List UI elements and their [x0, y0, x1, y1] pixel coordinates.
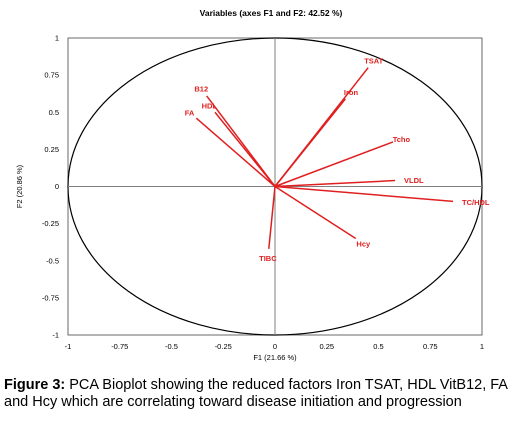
- y-tick-label: 0.25: [44, 145, 59, 154]
- y-tick-label: -0.25: [42, 219, 59, 228]
- variable-vectors: TSAT Iron B12 HDL FA Tcho VLDL TC/HDL Hcy TIBC: [185, 57, 490, 263]
- vector-label: TSAT: [364, 57, 383, 66]
- y-tick-label: -0.75: [42, 293, 59, 302]
- y-tick-label: 0: [55, 182, 59, 191]
- vector-fa: [195, 117, 276, 188]
- y-tick-label: 0.75: [44, 71, 59, 80]
- y-axis-label: F2 (20.86 %): [15, 164, 24, 208]
- y-tick-label: 0.5: [49, 108, 59, 117]
- x-tick-label: 0.25: [319, 342, 334, 351]
- vector-label: Iron: [344, 88, 359, 97]
- x-tick-label: -1: [65, 342, 72, 351]
- chart-title: Variables (axes F1 and F2: 42.52 %): [200, 8, 343, 18]
- vector-label: TC/HDL: [462, 198, 490, 207]
- vector-tc-hdl: [274, 185, 454, 203]
- vector-hcy: [274, 185, 357, 240]
- caption-label: Figure 3:: [4, 377, 66, 393]
- y-tick-label: -0.5: [46, 256, 59, 265]
- y-tick-labels: 1 0.75 0.5 0.25 0 -0.25 -0.5 -0.75 -1: [42, 34, 59, 340]
- figure-caption: Figure 3: PCA Bioplot showing the reduce…: [4, 377, 509, 410]
- y-tick-label: -1: [52, 331, 59, 340]
- vector-tibc: [268, 186, 276, 249]
- pca-biplot: Variables (axes F1 and F2: 42.52 %) -1 -0…: [15, 8, 490, 362]
- vector-label: B12: [194, 85, 208, 94]
- vector-hdl: [214, 111, 276, 187]
- x-tick-labels: -1 -0.75 -0.5 -0.25 0 0.25 0.5 0.75 1: [65, 342, 484, 351]
- vector-label: HDL: [202, 101, 218, 110]
- y-tick-label: 1: [55, 34, 59, 43]
- vector-tcho: [274, 141, 394, 188]
- caption-text: PCA Bioplot showing the reduced factors …: [4, 377, 508, 410]
- vector-label: Hcy: [356, 239, 371, 248]
- vector-iron: [274, 98, 346, 187]
- x-tick-label: 0.75: [423, 342, 438, 351]
- vector-label: Tcho: [393, 135, 411, 144]
- vector-label: TIBC: [259, 254, 277, 263]
- x-tick-label: -0.75: [111, 342, 128, 351]
- x-axis-label: F1 (21.66 %): [253, 353, 297, 362]
- x-tick-label: -0.25: [215, 342, 232, 351]
- vector-label: VLDL: [404, 176, 424, 185]
- x-tick-label: -0.5: [165, 342, 178, 351]
- vector-label: FA: [185, 108, 195, 117]
- x-tick-label: 0.5: [373, 342, 383, 351]
- x-tick-label: 0: [273, 342, 277, 351]
- vector-vldl: [274, 179, 396, 188]
- x-tick-label: 1: [480, 342, 484, 351]
